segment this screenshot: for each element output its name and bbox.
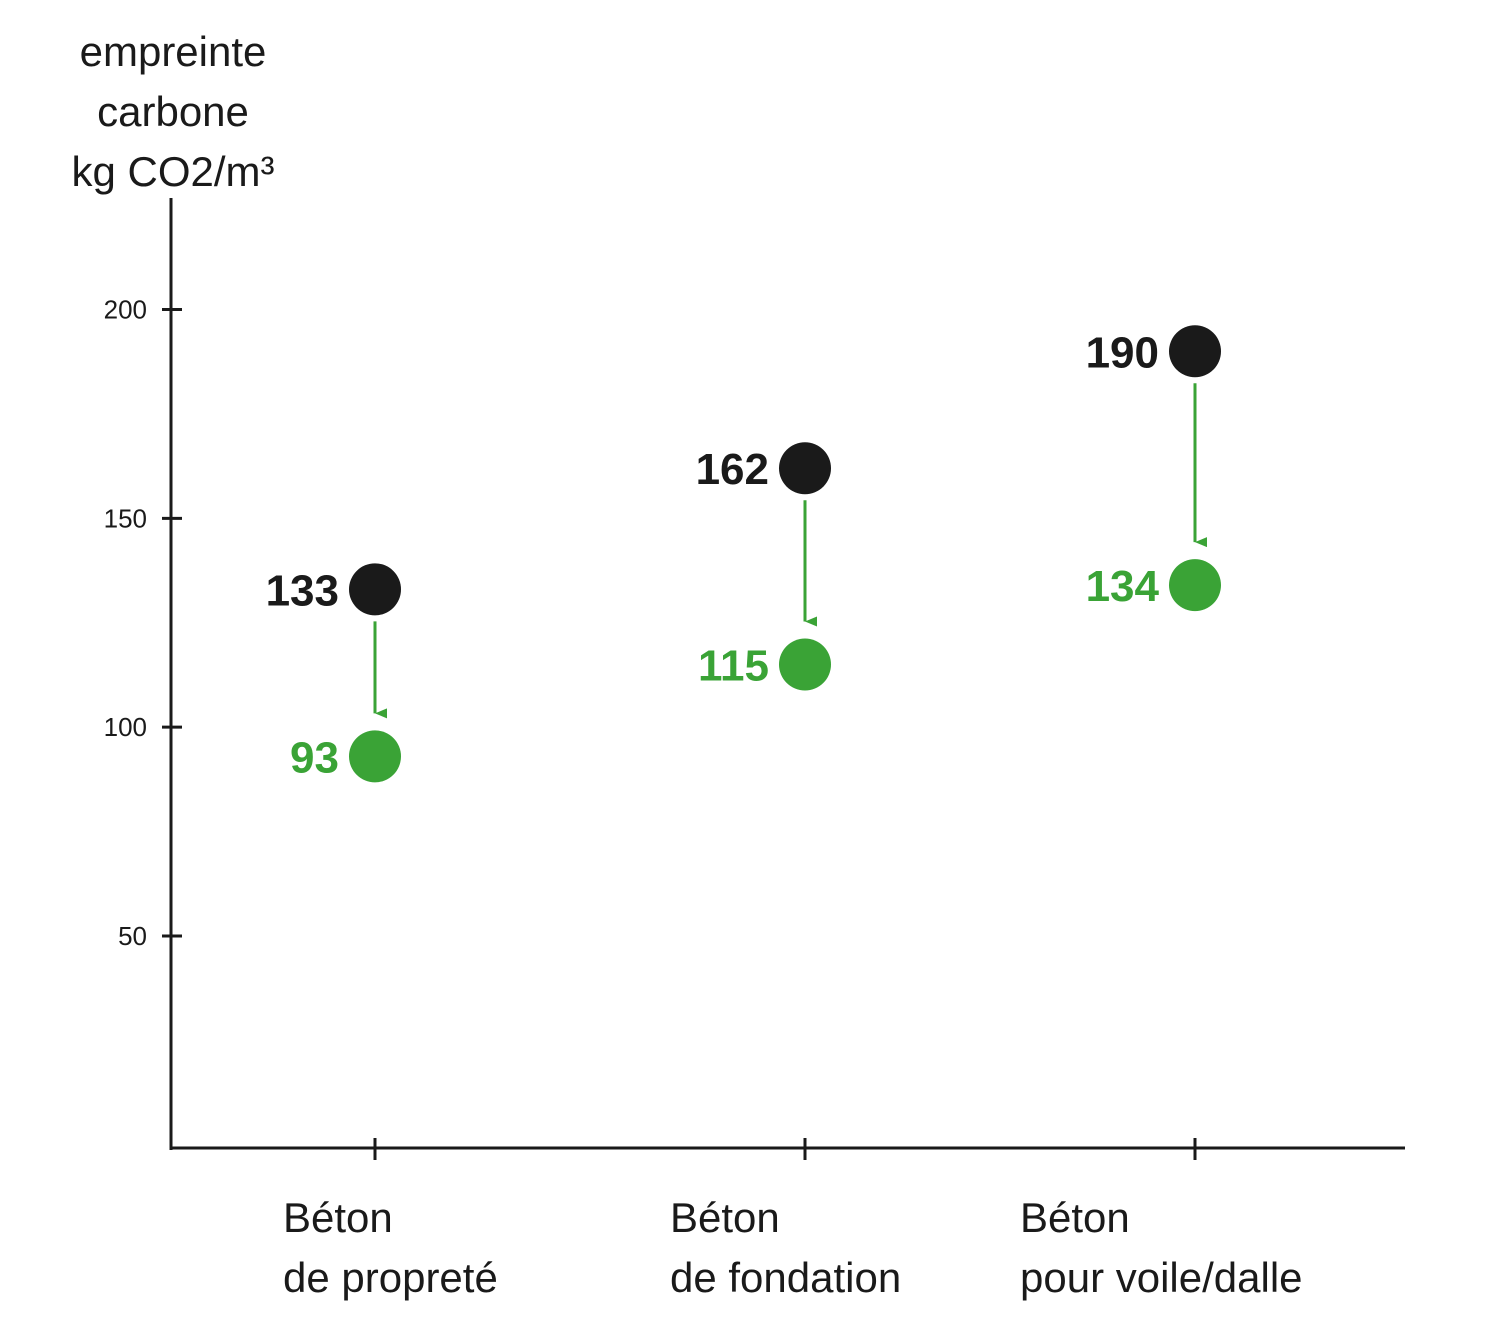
value-label-after: 134 [1086,562,1160,611]
value-label-after: 115 [698,642,769,691]
value-label-before: 190 [1086,328,1159,377]
x-category-label: Béton [670,1194,780,1241]
x-category-label: de fondation [670,1254,901,1301]
point-before [779,442,831,495]
y-axis-title-line-2: carbone [97,88,249,135]
point-after [779,638,831,691]
point-before [349,563,401,616]
x-category-label: Béton [283,1194,393,1241]
point-before [1169,325,1221,378]
value-label-before: 133 [266,566,339,615]
y-tick-label: 100 [104,712,147,742]
point-after [349,730,401,783]
x-category-label: pour voile/dalle [1020,1254,1303,1301]
y-axis-title-line-3: kg CO2/m³ [71,148,274,195]
x-category-label: de propreté [283,1254,498,1301]
value-label-after: 93 [290,733,339,782]
x-category-label: Béton [1020,1194,1130,1241]
point-after [1169,559,1221,612]
value-label-before: 162 [696,445,769,494]
y-axis-title-line-1: empreinte [80,28,267,75]
y-tick-label: 150 [104,503,147,533]
y-axis-title: empreinte carbone kg CO2/m³ [71,28,274,195]
y-tick-label: 200 [104,295,147,325]
y-tick-label: 50 [118,921,147,951]
